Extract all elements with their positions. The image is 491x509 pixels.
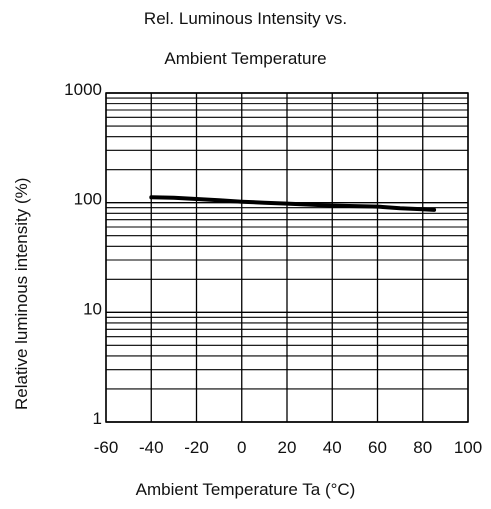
x-tick-label: -60 (94, 438, 119, 457)
grid (105, 92, 469, 423)
x-tick-label: 60 (368, 438, 387, 457)
y-tick-label: 1 (93, 409, 102, 428)
y-tick-label: 100 (74, 190, 102, 209)
x-tick-label: -40 (139, 438, 164, 457)
x-axis-label: Ambient Temperature Ta (°C) (135, 480, 356, 499)
x-tick-label: 100 (454, 438, 482, 457)
x-tick-label: -20 (184, 438, 209, 457)
plot-frame (105, 92, 469, 423)
x-tick-labels: -60 -40 -20 0 20 40 60 80 100 (94, 438, 482, 457)
y-tick-labels: 1 10 100 1000 (64, 80, 102, 428)
y-tick-label: 10 (83, 299, 102, 318)
chart-title-line-1: Rel. Luminous Intensity vs. (143, 9, 348, 28)
x-tick-label: 0 (237, 438, 246, 457)
series-layer (149, 195, 437, 212)
y-axis-label: Relative luminous intensity (%) (12, 177, 31, 410)
x-tick-label: 80 (413, 438, 432, 457)
y-tick-label: 1000 (64, 80, 102, 99)
chart-title-line-2: Ambient Temperature (164, 49, 327, 68)
x-tick-label: 20 (278, 438, 297, 457)
series-line (149, 195, 437, 212)
x-tick-label: 40 (323, 438, 342, 457)
